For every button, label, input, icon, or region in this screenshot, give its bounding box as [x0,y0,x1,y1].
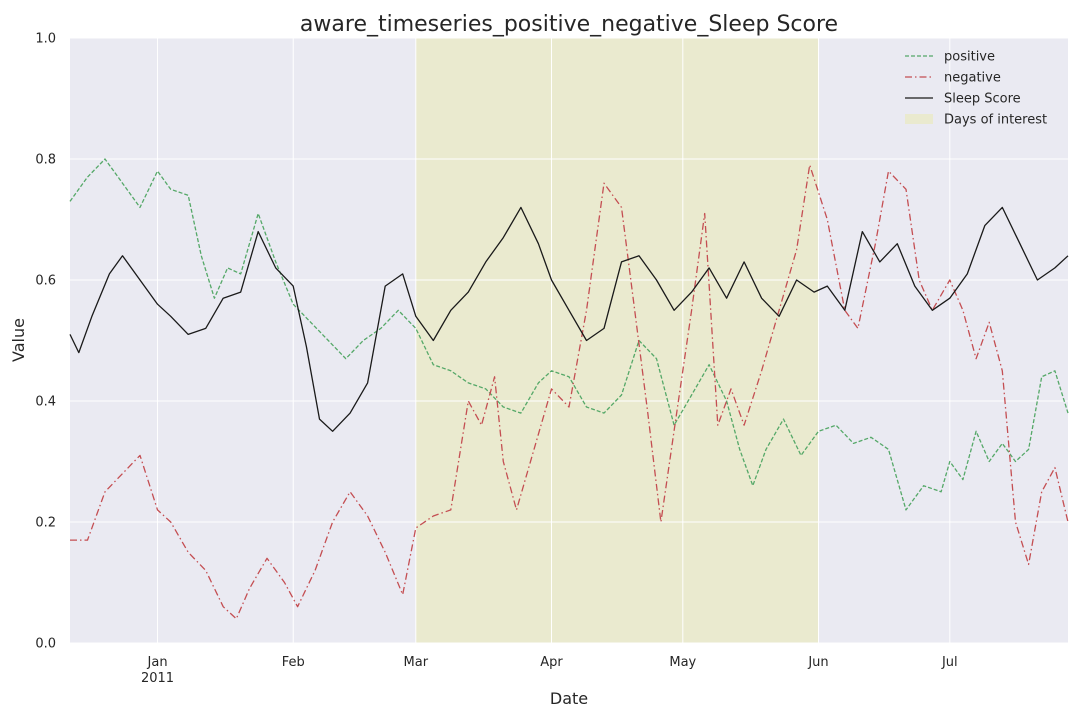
series-line-2 [69,206,1069,432]
series-line-1 [70,164,1069,620]
x-tick-label-6: Jul [941,655,958,670]
x-tick-label-4: May [669,655,696,670]
shaded-region-0 [415,38,819,643]
x-tick-label-1: Feb [282,655,305,670]
x-tick-label-3: Apr [540,655,563,670]
y-tick-label-1: 0.2 [35,516,56,531]
shaded-regions [415,38,819,643]
grid-lines [70,37,1068,644]
chart-title: aware_timeseries_positive_negative_Sleep… [300,12,838,37]
x-tick-label-5: Jun [807,655,828,670]
x-tick-label-2: Mar [404,655,429,670]
y-tick-label-4: 0.8 [35,153,56,168]
y-tick-label-3: 0.6 [35,274,56,289]
x-axis-label: Date [550,689,588,708]
series-lines [69,158,1069,620]
y-axis-label: Value [9,318,28,362]
legend-label-region-0: Days of interest [944,113,1047,128]
legend-swatch-region-0 [905,114,933,124]
legend: positive negative Sleep Score Days of inter… [905,50,1047,128]
legend-label-2: Sleep Score [944,92,1021,107]
y-tick-label-5: 1.0 [35,32,56,47]
legend-label-0: positive [944,50,995,65]
x-tick-sublabel-0: 2011 [141,671,174,686]
x-tick-label-0: Jan [147,655,168,670]
series-line-0 [69,158,1069,511]
y-tick-label-2: 0.4 [35,395,56,410]
legend-label-1: negative [944,71,1001,86]
y-axis: 0.0 0.2 0.4 0.6 0.8 1.0 [35,32,56,652]
y-tick-label-0: 0.0 [35,637,56,652]
